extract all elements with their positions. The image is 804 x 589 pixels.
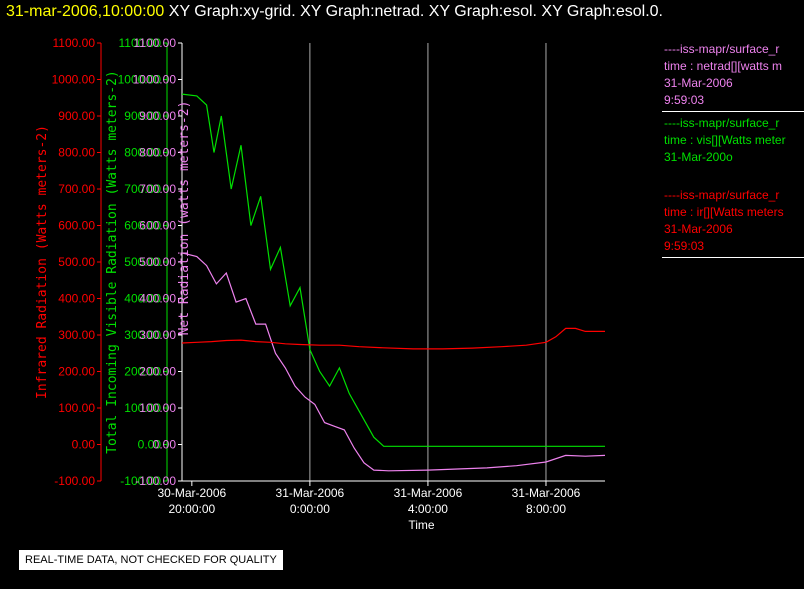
y-tick-label-netrad: 200.00 xyxy=(139,365,176,379)
series-line-ir xyxy=(181,327,605,350)
legend-line: 9:59:03 xyxy=(664,239,705,253)
y-tick-label-vis: 800.00 xyxy=(124,146,161,160)
y-tick-label-netrad: 1000.00 xyxy=(133,73,177,87)
y-tick-label-netrad: 100.00 xyxy=(139,401,176,415)
y-tick-label-vis: 500.00 xyxy=(124,255,161,269)
y-tick-label-ir: 600.00 xyxy=(58,219,95,233)
x-tick-label: 8:00:00 xyxy=(526,502,566,516)
y-tick-label-vis: 1000.00 xyxy=(118,73,162,87)
y-tick-label-netrad: 900.00 xyxy=(139,109,176,123)
x-tick-label: 0:00:00 xyxy=(290,502,330,516)
x-tick-label: 31-Mar-2006 xyxy=(394,486,463,500)
y-tick-label-ir: 300.00 xyxy=(58,328,95,342)
y-tick-label-vis: 400.00 xyxy=(124,292,161,306)
legend-line: ----iss-mapr/surface_r xyxy=(664,188,780,202)
legend-line: 9:59:03 xyxy=(664,93,705,107)
legend-line: 31-Mar-2006 xyxy=(664,222,733,236)
y-tick-label-netrad: -100.00 xyxy=(135,474,176,488)
x-tick-label: 31-Mar-2006 xyxy=(276,486,345,500)
x-tick-label: 30-Mar-2006 xyxy=(157,486,226,500)
x-axis-label: Time xyxy=(408,518,435,532)
y-tick-label-ir: 400.00 xyxy=(58,292,95,306)
y-tick-label-ir: 500.00 xyxy=(58,255,95,269)
y-axis-label-vis: Total Incoming Visible Radiation (Watts … xyxy=(105,70,120,454)
y-axis-label-netrad: Net Radiation (watts meters-2) xyxy=(177,101,192,336)
y-tick-label-vis: 900.00 xyxy=(124,109,161,123)
x-tick-label: 31-Mar-2006 xyxy=(512,486,581,500)
y-tick-label-netrad: 400.00 xyxy=(139,292,176,306)
y-tick-label-ir: 900.00 xyxy=(58,109,95,123)
y-tick-label-vis: 100.00 xyxy=(124,401,161,415)
y-tick-label-netrad: 800.00 xyxy=(139,146,176,160)
legend-separator xyxy=(662,111,804,112)
y-tick-label-vis: 600.00 xyxy=(124,219,161,233)
series-line-vis xyxy=(181,93,605,447)
x-tick-label: 20:00:00 xyxy=(168,502,215,516)
y-tick-label-vis: -100.00 xyxy=(120,474,161,488)
series-line-netrad xyxy=(181,252,606,472)
y-tick-label-ir: 800.00 xyxy=(58,146,95,160)
legend-line: 31-Mar-200o xyxy=(664,150,733,164)
legend-line: time : ir[][Watts meters xyxy=(664,205,784,219)
y-tick-label-vis: 200.00 xyxy=(124,365,161,379)
y-tick-label-vis: 300.00 xyxy=(124,328,161,342)
y-tick-label-ir: 0.00 xyxy=(72,438,96,452)
y-tick-label-ir: 100.00 xyxy=(58,401,95,415)
y-tick-label-netrad: 1100.00 xyxy=(134,36,177,50)
quality-warning-label: REAL-TIME DATA, NOT CHECKED FOR QUALITY xyxy=(19,550,283,570)
y-tick-label-ir: 200.00 xyxy=(58,365,95,379)
y-tick-label-ir: 1100.00 xyxy=(53,36,96,50)
y-tick-label-netrad: 300.00 xyxy=(139,328,176,342)
y-tick-label-vis: 700.00 xyxy=(124,182,161,196)
x-tick-label: 4:00:00 xyxy=(408,502,448,516)
y-tick-label-netrad: 700.00 xyxy=(139,182,176,196)
y-tick-label-netrad: 600.00 xyxy=(139,219,176,233)
y-tick-label-ir: 1000.00 xyxy=(52,73,96,87)
y-tick-label-ir: 700.00 xyxy=(58,182,95,196)
legend-line: ----iss-mapr/surface_r xyxy=(664,42,780,56)
legend-line: time : netrad[][watts m xyxy=(664,59,783,73)
legend-line: 31-Mar-2006 xyxy=(664,76,733,90)
y-axis-label-ir: Infrared Radiation (Watts meters-2) xyxy=(35,125,50,399)
y-tick-label-vis: 0.00 xyxy=(138,438,162,452)
y-tick-label-netrad: 500.00 xyxy=(139,255,176,269)
title-graphs: XY Graph:xy-grid. XY Graph:netrad. XY Gr… xyxy=(168,3,663,20)
y-tick-label-vis: 1100.00 xyxy=(119,36,162,50)
graph-title: 31-mar-2006,10:00:00 XY Graph:xy-grid. X… xyxy=(6,3,663,21)
legend-separator xyxy=(662,257,804,258)
legend-line: time : vis[][Watts meter xyxy=(664,133,786,147)
y-tick-label-ir: -100.00 xyxy=(54,474,95,488)
legend-line: ----iss-mapr/surface_r xyxy=(664,116,780,130)
title-timestamp: 31-mar-2006,10:00:00 xyxy=(6,3,165,20)
y-tick-label-netrad: 0.00 xyxy=(153,438,177,452)
